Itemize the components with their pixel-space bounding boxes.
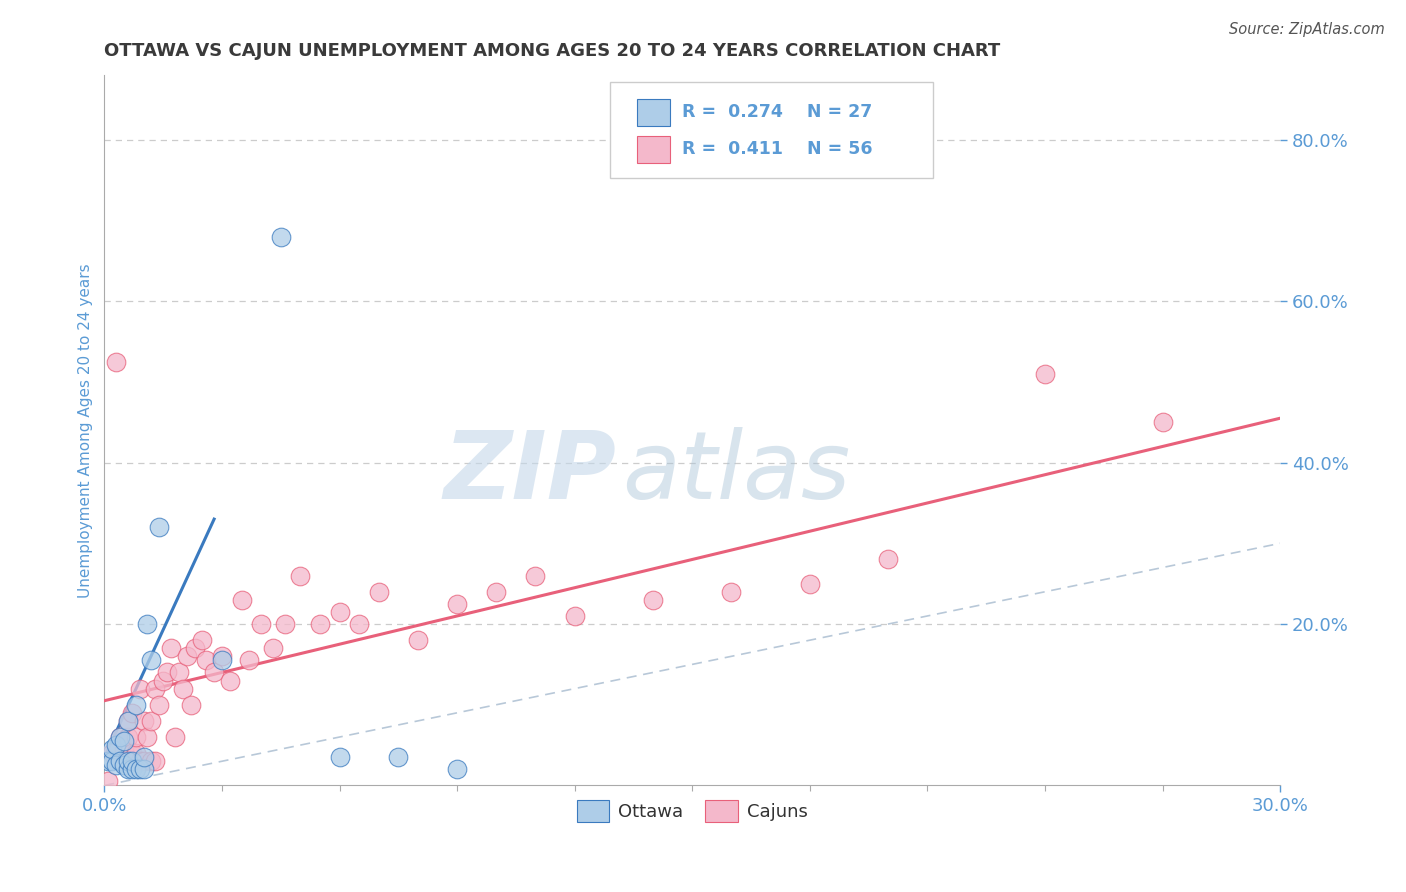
Point [211,653,233,667]
Y-axis label: Unemployment Among Ages 20 to 24 years: Unemployment Among Ages 20 to 24 years [79,263,93,598]
Point [195,653,218,667]
Point [446,597,468,611]
Point [136,730,159,744]
Point [328,750,350,764]
Point [1152,415,1174,429]
Point [172,681,194,696]
Point [202,665,225,680]
Point [97,774,120,789]
Point [108,754,131,768]
Point [367,584,389,599]
Legend: Ottawa, Cajuns: Ottawa, Cajuns [569,793,815,830]
Text: OTTAWA VS CAJUN UNEMPLOYMENT AMONG AGES 20 TO 24 YEARS CORRELATION CHART: OTTAWA VS CAJUN UNEMPLOYMENT AMONG AGES … [104,42,1001,60]
Point [387,750,409,764]
Point [117,714,139,728]
Point [128,754,150,768]
Point [112,758,135,772]
Point [112,742,135,756]
Point [101,754,124,768]
Point [105,355,128,369]
Point [564,609,586,624]
Point [250,617,273,632]
Point [128,762,150,776]
Point [132,762,155,776]
Point [141,714,163,728]
FancyBboxPatch shape [610,82,934,178]
Point [641,592,664,607]
Point [720,584,742,599]
Point [148,520,170,534]
Text: R =  0.411    N = 56: R = 0.411 N = 56 [682,140,872,159]
Point [121,754,143,768]
Point [309,617,332,632]
Point [101,746,124,760]
Point [132,714,155,728]
Point [112,734,135,748]
Text: atlas: atlas [621,427,851,518]
Point [125,762,148,776]
Point [262,641,284,656]
Text: ZIP: ZIP [443,427,616,519]
Point [180,698,202,712]
Point [238,653,260,667]
Point [290,568,312,582]
Point [141,754,163,768]
Point [347,617,370,632]
Point [128,681,150,696]
Point [121,762,143,776]
Bar [637,136,669,163]
Point [125,746,148,760]
Point [799,576,821,591]
Bar [637,99,669,126]
Point [270,229,292,244]
Point [117,754,139,768]
Point [132,750,155,764]
Point [121,746,143,760]
Point [105,738,128,752]
Point [117,762,139,776]
Point [191,633,214,648]
Text: Source: ZipAtlas.com: Source: ZipAtlas.com [1229,22,1385,37]
Point [152,673,174,688]
Point [132,754,155,768]
Point [125,698,148,712]
Point [156,665,179,680]
Point [117,714,139,728]
Point [183,641,205,656]
Point [211,649,233,664]
Point [136,617,159,632]
Point [1033,367,1056,381]
Point [877,552,900,566]
Point [143,754,166,768]
Point [148,698,170,712]
Point [167,665,190,680]
Point [218,673,240,688]
Point [176,649,198,664]
Point [160,641,183,656]
Point [108,730,131,744]
Point [524,568,547,582]
Point [101,742,124,756]
Point [143,681,166,696]
Point [163,730,186,744]
Point [328,605,350,619]
Point [273,617,295,632]
Point [446,762,468,776]
Point [108,730,131,744]
Point [406,633,429,648]
Point [97,754,120,768]
Point [231,592,253,607]
Point [121,706,143,720]
Point [105,758,128,772]
Text: R =  0.274    N = 27: R = 0.274 N = 27 [682,103,872,121]
Point [117,730,139,744]
Point [141,653,163,667]
Point [125,730,148,744]
Point [485,584,508,599]
